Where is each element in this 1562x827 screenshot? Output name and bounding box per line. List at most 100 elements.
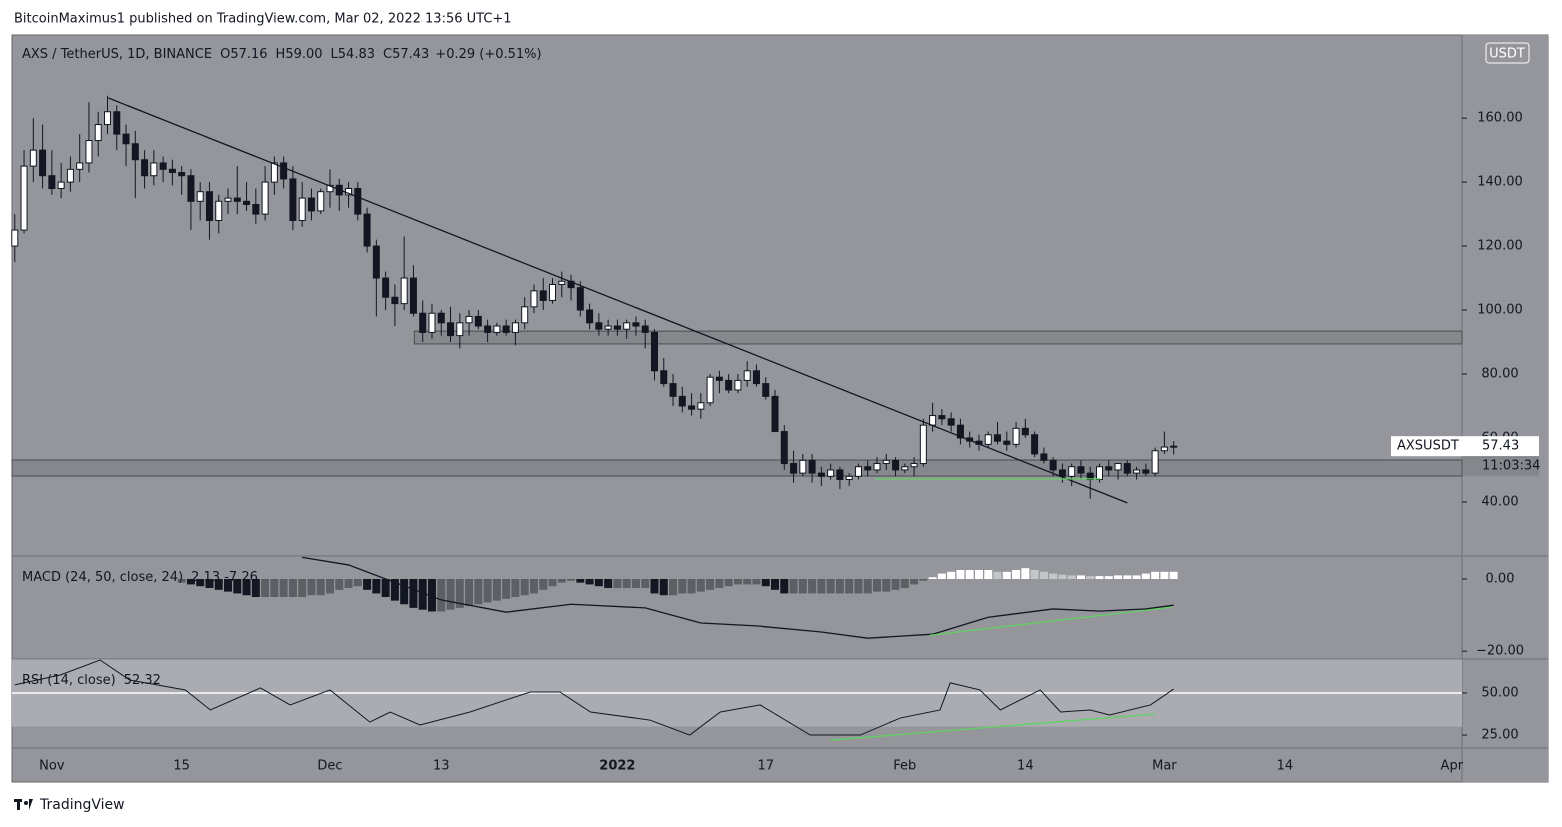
y-tick-label: 100.00 (1477, 303, 1523, 318)
candle-body (1021, 427, 1029, 436)
rsi-legend: RSI (14, close) 52.32 (22, 673, 161, 688)
candle-body (882, 459, 890, 465)
candle-body (641, 325, 649, 333)
x-tick-label: Nov (39, 759, 65, 774)
macd-bar (752, 579, 761, 585)
tv-logo (14, 799, 33, 810)
currency-badge (1485, 42, 1530, 64)
candle-body (762, 383, 770, 397)
macd-bar (483, 579, 492, 603)
legend: AXS / TetherUS, 1D, BINANCE O57.16 H59.00 L… (22, 47, 542, 62)
candle-body (790, 463, 798, 474)
candle-body (270, 162, 278, 183)
macd-bar (678, 579, 687, 594)
macd-bar (761, 579, 770, 587)
y-tick-label: 120.00 (1477, 239, 1523, 254)
macd-bar (205, 579, 214, 589)
candle-body (697, 402, 705, 410)
y-tick-label: −20.00 (1476, 644, 1524, 659)
macd-bar (492, 579, 501, 601)
last-price-symbol: AXSUSDT (1397, 439, 1459, 454)
macd-bar (780, 579, 789, 594)
candle-body (66, 168, 74, 183)
macd-bar (1067, 575, 1076, 580)
ohlc-value: 59.00 (285, 47, 322, 62)
trendline (830, 713, 1156, 741)
candle-body (808, 459, 816, 474)
candle-body (1049, 459, 1057, 471)
candle-body (1003, 440, 1011, 445)
ohlc-value: 57.16 (230, 47, 267, 62)
macd-bar (1049, 573, 1058, 580)
candle-body (29, 149, 37, 167)
macd-bar (798, 579, 807, 594)
macd-bar (1002, 571, 1011, 580)
macd-bar (631, 579, 640, 589)
macd-bar (335, 579, 344, 590)
candle-body (1151, 450, 1159, 474)
candle-body (465, 315, 473, 324)
macd-bar (715, 579, 724, 589)
macd-bar (956, 569, 965, 580)
ohlc-key: O (220, 47, 230, 62)
macd-bar (1012, 569, 1021, 580)
x-tick-label: 14 (1017, 759, 1034, 774)
currency: USDT (1489, 47, 1525, 62)
candle-body (678, 395, 686, 407)
trendline (929, 606, 1172, 636)
candle-body (20, 165, 28, 231)
candle-body (94, 124, 102, 142)
candle-body (103, 111, 111, 126)
x-tick-label: Mar (1152, 759, 1177, 774)
macd-bar (567, 579, 576, 581)
candle-body (261, 181, 269, 215)
macd-bar (928, 577, 937, 580)
macd-legend: MACD (24, 50, close, 24) 2.13 -7.26 (22, 570, 258, 585)
candle-body (326, 184, 334, 193)
macd-bar (1039, 571, 1048, 580)
macd-bar (641, 579, 650, 589)
chart-frame (11, 34, 1549, 783)
candle-body (252, 203, 260, 215)
candle-body (187, 175, 195, 202)
macd-bar (298, 579, 307, 598)
macd-bar (733, 579, 742, 585)
footer-brand: TradingView (39, 797, 125, 813)
candle-body (57, 181, 65, 190)
countdown-box (1463, 456, 1539, 477)
candle-body (233, 197, 241, 202)
macd-bar (390, 579, 399, 601)
macd-bar (808, 579, 817, 594)
macd-bar (1114, 575, 1123, 580)
macd-bar (1160, 571, 1169, 580)
y-tick-label: 80.00 (1481, 366, 1518, 381)
candle-body (391, 296, 399, 305)
macd-bar (650, 579, 659, 594)
candle-body (196, 191, 204, 202)
candle-body (363, 213, 371, 247)
price-axis (1462, 35, 1548, 782)
candle-body (456, 322, 464, 337)
candle-body (1123, 463, 1131, 474)
macd-bar (242, 579, 251, 596)
candle-body (205, 191, 213, 221)
macd-bar (1151, 571, 1160, 580)
x-tick-label: Apr (1441, 759, 1464, 774)
macd-bar (1141, 573, 1150, 580)
candle-body (892, 459, 900, 471)
candle-body (836, 469, 844, 481)
candle-body (474, 315, 482, 327)
macd-bar (576, 579, 585, 583)
macd-bar (446, 579, 455, 610)
candle-body (1142, 469, 1150, 474)
y-tick-label: 140.00 (1477, 175, 1523, 190)
macd-readout: 2.13 -7.26 (191, 570, 258, 585)
candle-body (715, 376, 723, 381)
macd-bar (1076, 575, 1085, 580)
macd-bar (539, 579, 548, 590)
macd-title: MACD (24, 50, close, 24) (22, 570, 183, 585)
candle-body (799, 459, 807, 474)
candle-body (632, 322, 640, 327)
rsi-readout: 52.32 (124, 673, 161, 688)
candle-body (549, 283, 557, 301)
